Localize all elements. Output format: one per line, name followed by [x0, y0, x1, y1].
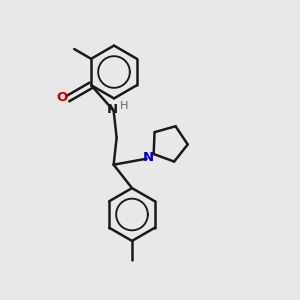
Text: N: N: [142, 151, 154, 164]
Text: O: O: [57, 91, 68, 104]
Text: H: H: [120, 101, 128, 111]
Text: N: N: [106, 103, 118, 116]
